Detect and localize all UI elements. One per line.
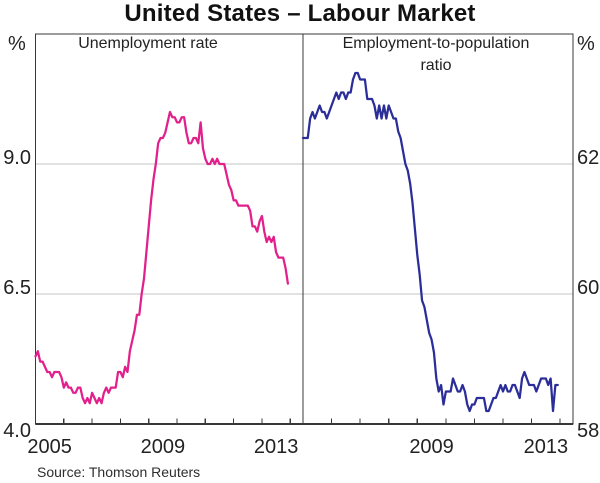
right-panel-heading-line1: Employment-to-population <box>342 35 530 52</box>
left-panel-heading-line1: Unemployment rate <box>78 35 218 52</box>
left-panel-heading: Unemployment rate <box>38 33 258 55</box>
y-axis-label-left: 6.5 <box>3 277 31 299</box>
y-axis-label-left: 9.0 <box>3 147 31 169</box>
x-axis-label: 2013 <box>523 436 569 458</box>
unemployment-line <box>34 110 290 405</box>
source-note: Source: Thomson Reuters <box>37 464 201 480</box>
x-axis-label: 2009 <box>140 436 186 458</box>
chart-title: United States – Labour Market <box>124 0 476 27</box>
right-panel-heading-line2: ratio <box>420 57 452 74</box>
y-axis-label-right: 60 <box>577 277 600 299</box>
y-axis-label-right: 62 <box>577 147 600 169</box>
y-axis-label-right: 58 <box>577 420 600 442</box>
y-axis-unit-right: % <box>577 33 595 55</box>
chart-frame <box>34 33 574 425</box>
x-axis-label: 2005 <box>27 436 72 458</box>
employment-line <box>301 71 559 413</box>
y-axis-label-left: 4.0 <box>3 420 31 442</box>
y-axis-unit-left: % <box>8 33 26 55</box>
right-panel-heading: Employment-to-population ratio <box>326 33 546 77</box>
x-axis-label: 2013 <box>253 436 299 458</box>
x-axis-label: 2009 <box>409 436 454 458</box>
